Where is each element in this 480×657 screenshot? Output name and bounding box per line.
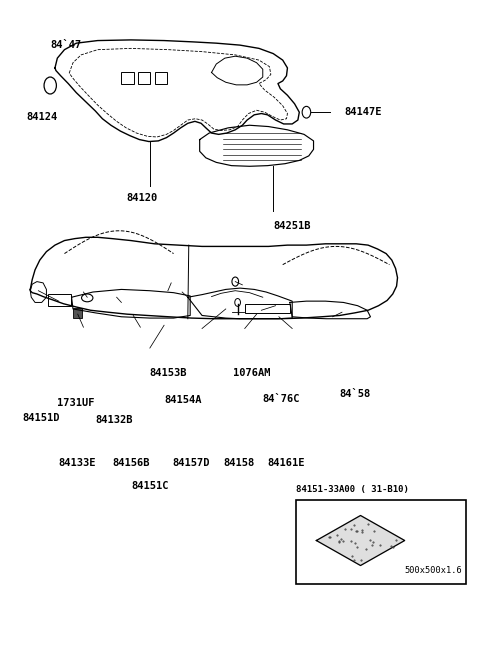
Text: 84147E: 84147E [344,106,382,116]
Bar [296,501,466,584]
Text: 84251B: 84251B [273,221,311,231]
Bar [48,294,71,306]
Bar [245,304,290,313]
Text: 84`76C: 84`76C [263,394,300,404]
Text: 84161E: 84161E [267,459,305,468]
Text: 84151-33A00 ( 31-B10): 84151-33A00 ( 31-B10) [296,485,409,494]
Polygon shape [316,516,405,566]
Text: 84133E: 84133E [59,459,96,468]
Text: 84124: 84124 [26,112,58,122]
Text: 84156B: 84156B [113,459,150,468]
Text: 84151D: 84151D [23,413,60,422]
Text: 500x500x1.6: 500x500x1.6 [404,566,462,575]
Bar [138,72,150,84]
Text: 1731UF: 1731UF [57,398,95,409]
Bar [155,72,167,84]
Text: 84`47: 84`47 [50,40,82,50]
Text: 84`58: 84`58 [340,389,371,399]
Bar [73,307,83,318]
Text: 84132B: 84132B [96,415,133,424]
Text: 84120: 84120 [126,193,157,203]
Text: 84157D: 84157D [173,459,210,468]
Text: 84153B: 84153B [150,368,187,378]
Text: 1076AM: 1076AM [233,368,270,378]
Text: 84154A: 84154A [164,395,202,405]
Bar [121,72,134,84]
Text: 84151C: 84151C [131,481,168,491]
Text: 84158: 84158 [223,459,255,468]
